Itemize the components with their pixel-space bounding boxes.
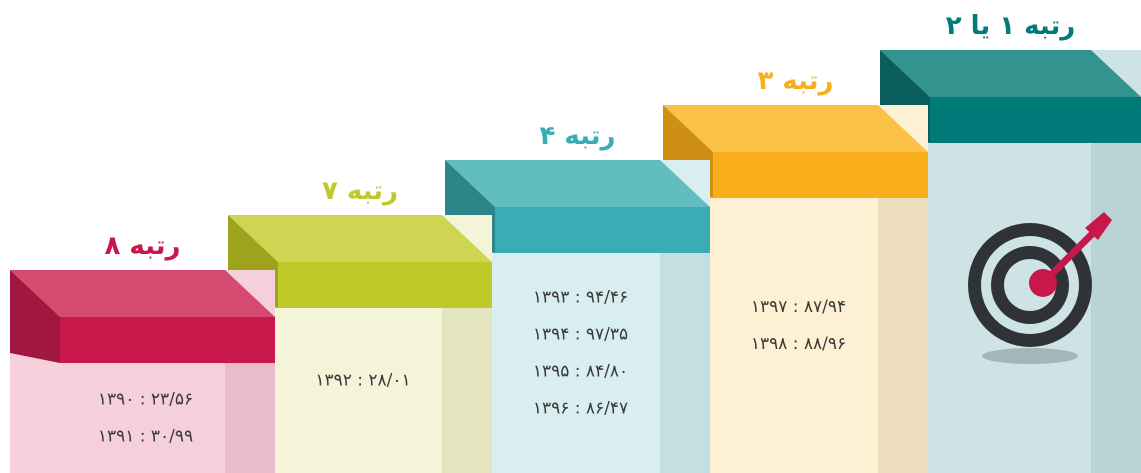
step: رتبه ۸ ۱۳۹۰ : ۲۳/۵۶ ۱۳۹۱ : ۳۰/۹۹ [10,231,275,473]
step-value: ۱۳۹۴ : ۹۷/۳۵ [533,325,628,345]
step-cap [495,207,710,253]
step-cap [278,262,492,308]
step-label: رتبه ۸ [104,231,180,261]
step-top [880,50,1141,97]
step-shade [1091,143,1141,473]
step-cap [713,152,928,198]
step-cap [930,97,1141,143]
step-side [10,270,60,363]
step-cap [60,317,275,363]
step-value: ۱۳۹۵ : ۸۴/۸۰ [533,362,628,382]
step-value: ۱۳۹۱ : ۳۰/۹۹ [98,427,193,447]
step-shade [225,363,275,473]
arrow-feather [1085,212,1112,240]
target-icon [968,212,1112,364]
step-value: ۱۳۹۸ : ۸۸/۹۶ [751,334,846,354]
step-top [10,270,275,317]
step-shade [878,198,928,473]
step-label: رتبه ۱ یا ۲ [946,11,1076,41]
icon-shadow [982,348,1078,364]
step-shade [660,253,710,473]
step-label: رتبه ۷ [322,176,398,206]
step-top [663,105,928,152]
step-label: رتبه ۳ [757,66,833,96]
arrow [1040,225,1101,286]
step-value: ۱۳۹۳ : ۹۴/۴۶ [533,288,628,308]
step-top [228,215,492,262]
step-value: ۱۳۹۷ : ۸۷/۹۴ [751,297,846,317]
steps: رتبه ۱ یا ۲ رتبه ۳ ۱۳۹۷ : ۸۷/۹۴ ۱۳۹۸ : ۸۸/۹… [10,11,1141,473]
step-value: ۱۳۹۰ : ۲۳/۵۶ [98,390,193,410]
step-label: رتبه ۴ [539,121,615,151]
step-value: ۱۳۹۶ : ۸۶/۴۷ [533,399,628,419]
step-top [445,160,710,207]
step: رتبه ۴ ۱۳۹۳ : ۹۴/۴۶ ۱۳۹۴ : ۹۷/۳۵ ۱۳۹۵ : ۸۴/… [445,121,710,473]
step-value: ۱۳۹۲ : ۲۸/۰۱ [315,371,410,391]
step-shade [442,308,492,473]
